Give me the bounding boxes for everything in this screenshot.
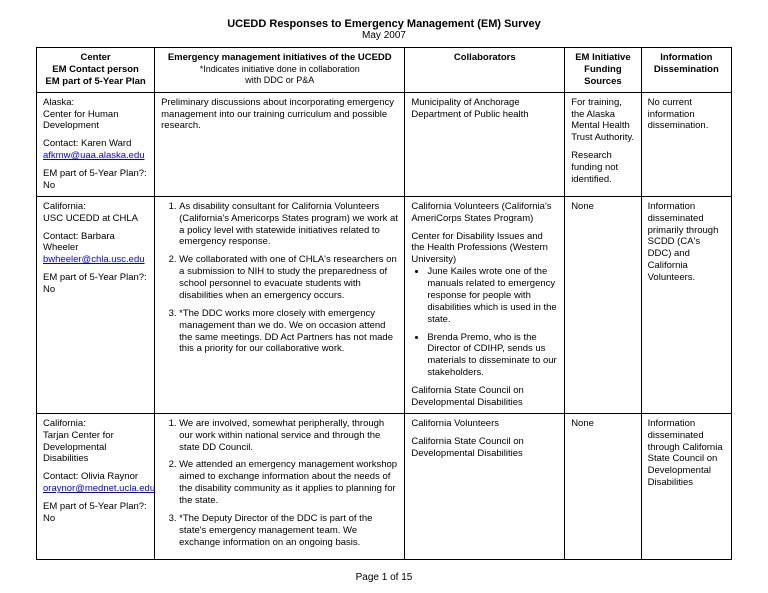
hdr-initiatives: Emergency management initiatives of the … [155,48,405,93]
cell-initiatives: We are involved, somewhat peripherally, … [155,413,405,559]
plan-label: EM part of 5-Year Plan?: [43,501,148,513]
funding-p2: Research funding not identified. [571,150,634,186]
list-item: We attended an emergency management work… [179,459,398,507]
hdr-center: Center EM Contact person EM part of 5-Ye… [37,48,155,93]
initiatives-list: As disability consultant for California … [161,201,398,356]
hdr-init-l1: Emergency management initiatives of the … [161,52,398,64]
center-name: USC UCEDD at CHLA [43,213,148,225]
collab-p2: Center for Disability Issues and the Hea… [411,231,558,267]
hdr-init-l2: *Indicates initiative done in collaborat… [161,64,398,75]
hdr-dis-l1: Information [648,52,725,64]
cell-collab: California Volunteers (California's Amer… [405,196,565,413]
hdr-center-l1: Center [43,52,148,64]
list-item: We are involved, somewhat peripherally, … [179,418,398,454]
table-row: California: Tarjan Center for Developmen… [37,413,732,559]
header-row: Center EM Contact person EM part of 5-Ye… [37,48,732,93]
contact-email-link[interactable]: afkmw@uaa.alaska.edu [43,150,145,161]
hdr-fund-l3: Sources [571,76,634,88]
plan-value: No [43,513,148,525]
list-item: June Kailes wrote one of the manuals rel… [427,266,558,325]
collab-tail: California State Council on Developmenta… [411,385,558,409]
doc-subtitle: May 2007 [36,30,732,41]
cell-funding: None [565,196,641,413]
cell-collab: California Volunteers California State C… [405,413,565,559]
plan-label: EM part of 5-Year Plan?: [43,272,148,284]
plan-value: No [43,180,148,192]
cell-collab: Municipality of Anchorage Department of … [405,92,565,196]
cell-dissem: Information disseminated through Califor… [641,413,731,559]
hdr-fund-l1: EM Initiative [571,52,634,64]
cell-funding: For training, the Alaska Mental Health T… [565,92,641,196]
hdr-funding: EM Initiative Funding Sources [565,48,641,93]
list-item: *The DDC works more closely with emergen… [179,308,398,356]
contact-label: Contact: Barbara Wheeler [43,231,148,255]
collab-intro: California Volunteers (California's Amer… [411,201,558,225]
table-row: Alaska: Center for Human Development Con… [37,92,732,196]
cell-dissem: Information disseminated primarily throu… [641,196,731,413]
hdr-center-l3: EM part of 5-Year Plan [43,76,148,88]
hdr-collab: Collaborators [405,48,565,93]
contact-email-link[interactable]: oraynor@mednet.ucla.edu [43,483,155,494]
cell-initiatives: Preliminary discussions about incorporat… [155,92,405,196]
plan-value: No [43,284,148,296]
list-item: Brenda Premo, who is the Director of CDI… [427,332,558,380]
cell-dissem: No current information dissemination. [641,92,731,196]
contact-label: Contact: Olivia Raynor [43,471,148,483]
cell-center: California: Tarjan Center for Developmen… [37,413,155,559]
hdr-center-l2: EM Contact person [43,64,148,76]
cell-funding: None [565,413,641,559]
list-item: We collaborated with one of CHLA's resea… [179,254,398,302]
collab-bullets: June Kailes wrote one of the manuals rel… [411,266,558,379]
survey-table: Center EM Contact person EM part of 5-Ye… [36,47,732,560]
cell-center: California: USC UCEDD at CHLA Contact: B… [37,196,155,413]
list-item: *The Deputy Director of the DDC is part … [179,513,398,549]
list-item: As disability consultant for California … [179,201,398,249]
funding-p1: For training, the Alaska Mental Health T… [571,97,634,145]
contact-email-link[interactable]: bwheeler@chla.usc.edu [43,254,145,265]
collab-p2: California State Council on Developmenta… [411,436,558,460]
collab-p1: California Volunteers [411,418,558,430]
center-state: California: [43,201,148,213]
center-name: Center for Human Development [43,109,148,133]
plan-label: EM part of 5-Year Plan?: [43,168,148,180]
hdr-dissem: Information Dissemination [641,48,731,93]
hdr-init-l3: with DDC or P&A [161,75,398,86]
page-footer: Page 1 of 15 [0,572,768,583]
center-state: Alaska: [43,97,148,109]
center-name: Tarjan Center for Developmental Disabili… [43,430,148,466]
contact-label: Contact: Karen Ward [43,138,148,150]
initiatives-list: We are involved, somewhat peripherally, … [161,418,398,549]
cell-center: Alaska: Center for Human Development Con… [37,92,155,196]
hdr-fund-l2: Funding [571,64,634,76]
table-row: California: USC UCEDD at CHLA Contact: B… [37,196,732,413]
center-state: California: [43,418,148,430]
doc-title: UCEDD Responses to Emergency Management … [36,18,732,30]
hdr-dis-l2: Dissemination [648,64,725,76]
cell-initiatives: As disability consultant for California … [155,196,405,413]
